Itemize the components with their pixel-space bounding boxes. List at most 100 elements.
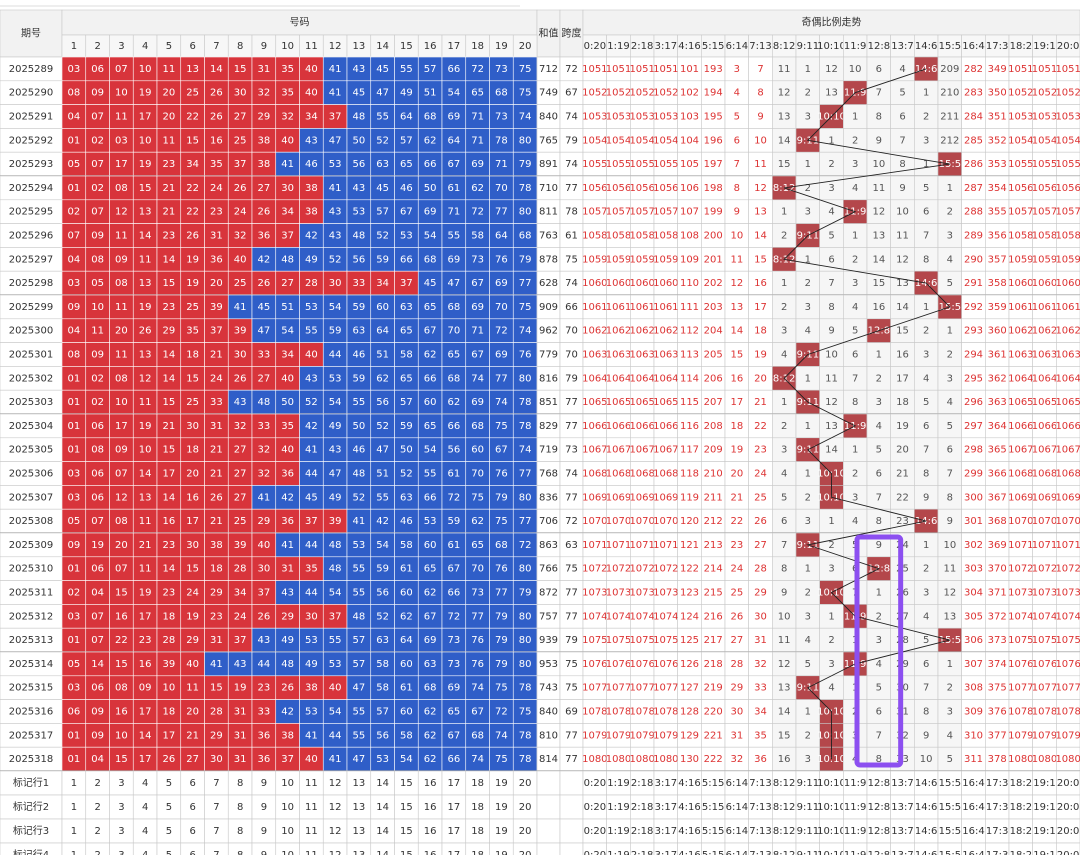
trend-hit: 15:5	[939, 302, 961, 313]
number: 55	[353, 707, 366, 718]
trend-miss: 1051	[1055, 64, 1080, 75]
trend-miss: 1062	[582, 326, 607, 337]
number: 74	[471, 754, 484, 765]
marker-number: 10	[281, 826, 294, 837]
trend-miss: 6	[947, 445, 953, 456]
number: 42	[281, 492, 294, 503]
number: 79	[495, 611, 508, 622]
number: 57	[400, 397, 413, 408]
trend-miss: 30	[730, 707, 743, 718]
header-numbers: 号码	[290, 17, 310, 29]
number: 78	[495, 135, 508, 146]
trend-miss: 1073	[1055, 588, 1080, 599]
number: 62	[376, 373, 389, 384]
sum: 816	[539, 373, 558, 384]
number: 19	[234, 683, 247, 694]
trend-miss: 1058	[1055, 231, 1080, 242]
trend-miss: 295	[964, 373, 983, 384]
marker-trend: 6:14	[726, 850, 748, 855]
trend-miss: 1070	[606, 516, 631, 527]
marker-trend: 6:14	[726, 802, 748, 813]
trend-miss: 1080	[1055, 754, 1080, 765]
marker-number: 7	[213, 850, 219, 855]
number: 75	[519, 302, 532, 313]
trend-miss: 18	[896, 397, 909, 408]
marker-number: 4	[142, 778, 148, 789]
marker-cell	[536, 770, 561, 796]
number-column: 5	[166, 41, 172, 52]
marker-number: 12	[329, 778, 342, 789]
trend-miss: 1078	[606, 707, 631, 718]
number: 80	[519, 373, 532, 384]
marker-cell	[559, 770, 584, 796]
number: 16	[186, 492, 199, 503]
marker-trend: 8:12	[773, 802, 795, 813]
marker-trend: 6:14	[726, 826, 748, 837]
trend-miss: 1058	[1032, 231, 1057, 242]
number: 56	[448, 445, 461, 456]
number: 65	[424, 302, 437, 313]
trend-miss: 17	[754, 302, 767, 313]
number: 17	[186, 516, 199, 527]
marker-number: 11	[305, 778, 318, 789]
number: 21	[210, 350, 223, 361]
trend-miss: 199	[704, 207, 723, 218]
trend-miss: 125	[680, 635, 699, 646]
trend-miss: 1051	[629, 64, 654, 75]
number: 52	[376, 231, 389, 242]
trend-miss: 1075	[1008, 635, 1033, 646]
trend-miss: 3	[852, 278, 858, 289]
marker-trend: 16:4	[962, 826, 984, 837]
trend-miss: 298	[964, 445, 983, 456]
number: 41	[329, 183, 342, 194]
number: 31	[234, 754, 247, 765]
number: 16	[139, 659, 152, 670]
number: 68	[519, 231, 532, 242]
issue: 2025317	[9, 730, 54, 741]
trend-miss: 1062	[653, 326, 678, 337]
number: 18	[186, 350, 199, 361]
trend-miss: 1061	[1008, 302, 1033, 313]
trend-miss: 1070	[653, 516, 678, 527]
number: 31	[210, 231, 223, 242]
number: 39	[163, 659, 176, 670]
trend-miss: 1063	[582, 350, 607, 361]
trend-miss: 4	[947, 397, 953, 408]
number: 77	[495, 207, 508, 218]
number: 49	[329, 421, 342, 432]
trend-miss: 4	[828, 683, 834, 694]
trend-column: 8:12	[773, 41, 795, 52]
number: 80	[519, 564, 532, 575]
trend-miss: 1059	[582, 254, 607, 265]
trend-miss: 122	[680, 564, 699, 575]
trend-miss: 1078	[629, 707, 654, 718]
sum: 962	[539, 326, 558, 337]
issue: 2025310	[9, 564, 54, 575]
trend-miss: 13	[825, 88, 838, 99]
number: 07	[91, 516, 104, 527]
trend-miss: 294	[964, 350, 983, 361]
trend-miss: 15	[778, 159, 791, 170]
number: 69	[471, 159, 484, 170]
number: 08	[115, 183, 128, 194]
trend-miss: 302	[964, 540, 983, 551]
trend-miss: 12	[730, 278, 743, 289]
trend-miss: 118	[680, 469, 699, 480]
number: 29	[258, 112, 271, 123]
trend-miss: 119	[680, 492, 699, 503]
trend-miss: 6	[876, 707, 882, 718]
number: 78	[519, 397, 532, 408]
number: 07	[91, 159, 104, 170]
number: 19	[139, 588, 152, 599]
number: 17	[115, 159, 128, 170]
number: 29	[163, 326, 176, 337]
trend-miss: 2	[947, 683, 953, 694]
number: 20	[163, 112, 176, 123]
number: 64	[400, 635, 413, 646]
trend-miss: 4	[947, 254, 953, 265]
number-column: 15	[400, 41, 413, 52]
trend-miss: 20	[896, 445, 909, 456]
marker-number: 9	[261, 778, 267, 789]
number: 54	[424, 445, 437, 456]
trend-miss: 3	[805, 112, 811, 123]
